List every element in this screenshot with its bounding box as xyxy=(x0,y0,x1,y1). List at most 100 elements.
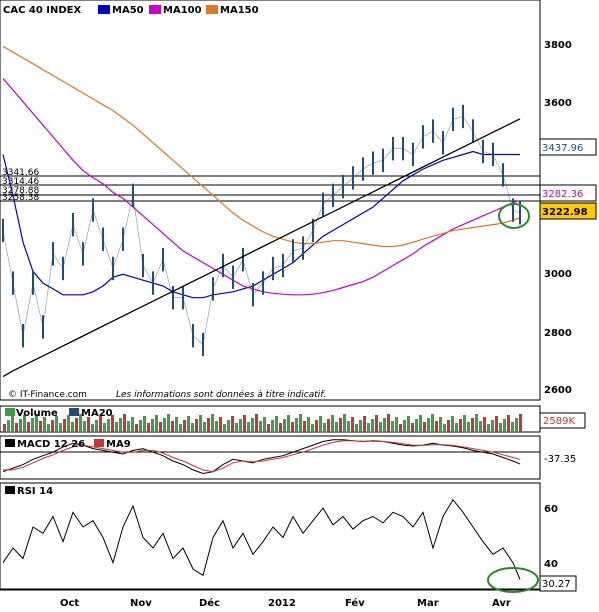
rsi-series-layer xyxy=(2,498,521,580)
volume-bar xyxy=(443,424,446,432)
volume-bar xyxy=(87,417,90,432)
volume-bar xyxy=(75,418,78,432)
volume-bar xyxy=(279,423,282,432)
volume-bar xyxy=(495,416,498,432)
volume-bar xyxy=(79,414,82,432)
volume-bar xyxy=(411,423,414,432)
x-label-2012: 2012 xyxy=(268,598,296,608)
volume-bar xyxy=(415,419,418,432)
volume-bar xyxy=(195,419,198,432)
macd-last-value: -37.35 xyxy=(544,454,576,465)
volume-bar xyxy=(47,424,50,432)
volume-bar xyxy=(51,420,54,432)
volume-bar xyxy=(391,421,394,432)
volume-bar xyxy=(203,422,206,432)
last-ma150-box xyxy=(539,202,597,220)
volume-bar xyxy=(131,417,134,432)
volume-bar xyxy=(223,424,226,432)
volume-bar xyxy=(43,417,46,432)
volume-bar xyxy=(403,420,406,432)
last-price-value: 3437.96 xyxy=(542,143,583,154)
volume-bar xyxy=(363,416,366,432)
volume-bar xyxy=(55,416,58,432)
volume-bar xyxy=(419,415,422,432)
volume-bar xyxy=(7,420,10,432)
volume-bar xyxy=(83,421,86,432)
volume-bar xyxy=(439,417,442,432)
legend-volume-label: Volume xyxy=(16,408,58,419)
volume-bar xyxy=(467,422,470,432)
rsi-tick-40: 40 xyxy=(544,559,558,570)
volume-bar xyxy=(371,419,374,432)
rsi-last-box xyxy=(539,575,577,592)
volume-bar xyxy=(27,422,30,432)
volume-bar xyxy=(19,419,22,432)
rsi-panel: RSI 14 60 40 30.27 xyxy=(0,482,577,593)
volume-bar xyxy=(487,424,490,432)
legend-ma50-label: MA50 xyxy=(112,5,144,16)
rsi-last-value: 30.27 xyxy=(542,579,571,590)
series-line-ma9 xyxy=(3,440,521,473)
level-label-4: 3258.38 xyxy=(2,193,39,203)
source-text: © IT-Finance.com xyxy=(8,390,87,400)
legend-ma150-label: MA150 xyxy=(220,5,259,16)
legend-rsi-label: RSI 14 xyxy=(17,486,53,497)
annotation-circle-rsi xyxy=(487,567,539,593)
volume-bar xyxy=(139,420,142,432)
volume-bar xyxy=(183,420,186,432)
x-label-dec: Déc xyxy=(199,597,220,608)
volume-bar xyxy=(475,414,478,432)
volume-bar xyxy=(311,424,314,432)
volume-bar xyxy=(175,417,178,432)
rsi-panel-frame xyxy=(0,482,541,591)
volume-bar xyxy=(431,414,434,432)
volume-bar xyxy=(315,420,318,432)
series-line-rsi-14 xyxy=(2,498,521,580)
volume-bar xyxy=(435,421,438,432)
volume-bar xyxy=(455,423,458,432)
volume-bar xyxy=(323,423,326,432)
volume-bar xyxy=(219,417,222,432)
y-tick-3800: 3800 xyxy=(544,40,572,51)
y-tick-3600: 3600 xyxy=(544,98,572,109)
volume-bar xyxy=(295,418,298,432)
volume-bar xyxy=(107,419,110,432)
volume-bar xyxy=(519,414,522,432)
level-label-2: 3314.46 xyxy=(2,177,39,187)
volume-bar xyxy=(355,424,358,432)
volume-bar xyxy=(503,419,506,432)
volume-bar xyxy=(207,418,210,432)
price-panel-frame xyxy=(0,0,541,401)
volume-bar xyxy=(211,414,214,432)
x-label-mar: Mar xyxy=(417,598,439,608)
legend-ma9-label: MA9 xyxy=(106,439,131,450)
legend-ma20-swatch xyxy=(69,408,79,416)
volume-bar xyxy=(239,419,242,432)
volume-bar xyxy=(331,415,334,432)
volume-bar xyxy=(235,423,238,432)
volume-bar xyxy=(67,415,70,432)
volume-bar xyxy=(299,414,302,432)
legend-rsi-swatch xyxy=(5,486,15,494)
legend-ma100-swatch xyxy=(149,5,161,14)
series-line-ma150 xyxy=(2,45,521,248)
volume-bar xyxy=(491,420,494,432)
volume-bar xyxy=(243,415,246,432)
volume-bar xyxy=(143,416,146,432)
legend-ma9-swatch xyxy=(94,439,104,447)
volume-bar xyxy=(103,423,106,432)
volume-bar xyxy=(35,414,38,432)
rsi-tick-60: 60 xyxy=(544,504,558,515)
y-tick-2600: 2600 xyxy=(544,385,572,396)
volume-bar xyxy=(399,424,402,432)
level-label-1: 3341.66 xyxy=(2,168,39,178)
volume-bar xyxy=(135,424,138,432)
volume-bar xyxy=(267,424,270,432)
volume-bar xyxy=(3,424,6,432)
volume-bar xyxy=(459,419,462,432)
volume-bar xyxy=(179,424,182,432)
volume-bar xyxy=(167,414,170,432)
volume-bar xyxy=(339,418,342,432)
last-ma100-value: 3282.36 xyxy=(542,189,583,200)
volume-bar xyxy=(327,419,330,432)
